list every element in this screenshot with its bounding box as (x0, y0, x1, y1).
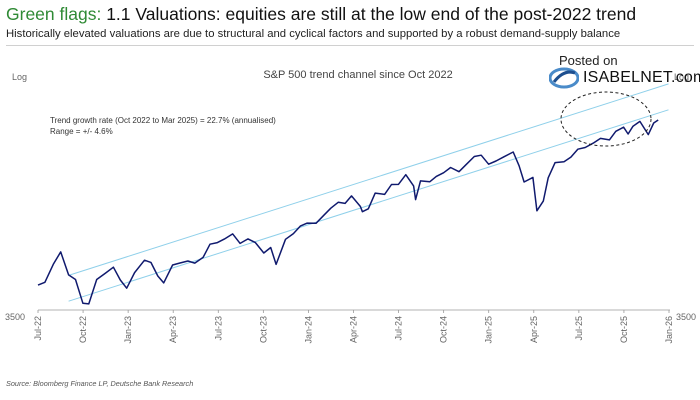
header-divider (6, 45, 694, 46)
title-flag: Green flags: (6, 4, 102, 24)
watermark-site: ISABELNET.com (583, 69, 700, 86)
x-tick-label: Jan-23 (123, 316, 133, 344)
x-tick-label: Jul-25 (574, 316, 584, 341)
trend-channel-lower (68, 109, 669, 302)
trend-channel-upper (68, 83, 669, 276)
x-tick-label: Jul-22 (33, 316, 43, 341)
watermark-posted-on: Posted on (559, 53, 618, 68)
x-axis-ticks: Jul-22 Oct-22 Jan-23 Apr-23 Jul-23 Oct-23 Jan-… (33, 310, 674, 344)
x-tick-label: Oct-25 (619, 316, 629, 343)
title-text: 1.1 Valuations: equities are still at th… (101, 4, 637, 24)
x-tick-label: Jul-23 (213, 316, 223, 341)
x-tick-label: Jan-26 (664, 316, 674, 344)
x-tick-label: Jan-25 (484, 316, 494, 344)
watermark: Posted on ISABELNET.com (549, 53, 700, 93)
x-tick-label: Apr-23 (168, 316, 178, 343)
series-line-sp500 (37, 119, 659, 305)
highlight-ellipse (560, 91, 652, 147)
source-note: Source: Bloomberg Finance LP, Deutsche B… (6, 379, 194, 388)
x-tick-label: Apr-25 (529, 316, 539, 343)
y-tick-left: 3500 (5, 312, 25, 322)
plot-title: S&P 500 trend channel since Oct 2022 (263, 69, 452, 81)
chart-title: Green flags: 1.1 Valuations: equities ar… (6, 4, 636, 25)
x-tick-label: Jul-24 (394, 316, 404, 341)
y-axis-label-left: Log (12, 72, 27, 82)
chart-subtitle: Historically elevated valuations are due… (6, 28, 621, 40)
annotation-line-1: Trend growth rate (Oct 2022 to Mar 2025)… (50, 116, 276, 125)
isabelnet-logo-icon (549, 67, 579, 89)
x-tick-label: Oct-24 (439, 316, 449, 343)
y-tick-right: 3500 (676, 312, 696, 322)
annotation-line-2: Range = +/- 4.6% (50, 127, 113, 136)
y-axis-label-right: Log (674, 72, 689, 82)
x-tick-label: Jan-24 (303, 316, 313, 344)
x-tick-label: Oct-22 (78, 316, 88, 343)
x-tick-label: Apr-24 (349, 316, 359, 343)
x-tick-label: Oct-23 (258, 316, 268, 343)
